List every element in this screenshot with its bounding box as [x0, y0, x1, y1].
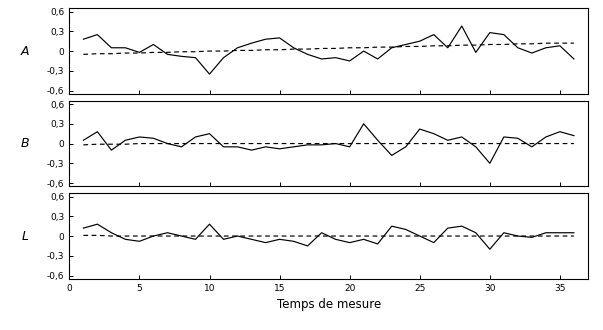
- X-axis label: Temps de mesure: Temps de mesure: [277, 298, 380, 311]
- Text: A: A: [21, 45, 30, 57]
- Text: B: B: [21, 137, 30, 150]
- Text: L: L: [22, 230, 29, 243]
